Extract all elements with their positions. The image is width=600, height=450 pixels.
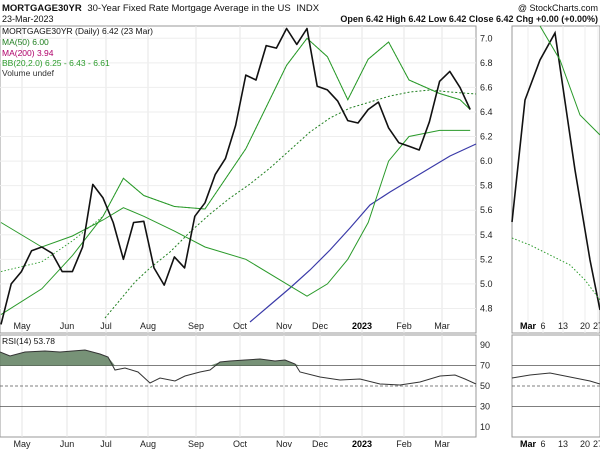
rsi-y-tick: 10 (480, 422, 490, 432)
header-date: 23-Mar-2023 (2, 14, 54, 24)
rsi-y-tick: 50 (480, 381, 490, 391)
price-x-tick: Dec (312, 321, 329, 331)
rsi-x-tick: Oct (233, 439, 248, 449)
header-description: 30-Year Fixed Rate Mortgage Average in t… (87, 3, 290, 14)
price-x-tick: Jul (100, 321, 112, 331)
price-panel (0, 25, 477, 334)
zoom-x-tick: 13 (558, 321, 568, 331)
price-y-tick: 6.6 (480, 82, 493, 92)
zoom-rsi-x-tick: Mar (520, 439, 537, 449)
price-plot (0, 27, 477, 325)
price-x-tick: Feb (396, 321, 412, 331)
copyright: @ StockCharts.com (518, 3, 598, 13)
price-y-tick: 5.8 (480, 181, 493, 191)
ma50-line (104, 89, 477, 319)
legend-ma50: MA(50) 6.00 (2, 37, 49, 47)
rsi-x-tick: Jun (60, 439, 75, 449)
price-y-tick: 6.0 (480, 156, 493, 166)
rsi-y-tick: 90 (480, 340, 490, 350)
rsi-y-tick: 30 (480, 401, 490, 411)
legend-volume: Volume undef (2, 68, 55, 78)
zoom-rsi-x-tick: 20 (580, 439, 590, 449)
header-ohlc: Open 6.42 High 6.42 Low 6.42 Close 6.42 … (340, 14, 598, 24)
zoom-x-tick: 20 (580, 321, 590, 331)
rsi-x-tick: Nov (276, 439, 293, 449)
price-x-tick: May (13, 321, 31, 331)
zoom-bb-upper (539, 25, 600, 136)
legend-bb: BB(20,2.0) 6.25 - 6.43 - 6.61 (2, 58, 110, 68)
ma200-line (249, 143, 477, 323)
price-x-tick: 2023 (352, 321, 372, 331)
legend-ma200: MA(200) 3.94 (2, 48, 54, 58)
price-x-tick: Mar (434, 321, 450, 331)
zoom-rsi-x-tick: 6 (540, 439, 545, 449)
zoom-bb-middle (511, 237, 600, 301)
rsi-x-tick: Dec (312, 439, 329, 449)
rsi-plot (0, 349, 477, 407)
zoom-rsi-panel (511, 334, 600, 438)
zoom-plot (511, 25, 600, 407)
rsi-x-tick: Jul (100, 439, 112, 449)
price-y-tick: 5.0 (480, 279, 493, 289)
header-exchange: INDX (296, 3, 319, 14)
rsi-y-tick: 70 (480, 361, 490, 371)
zoom-x-tick: 6 (540, 321, 545, 331)
price-x-tick: Aug (140, 321, 156, 331)
price-x-tick: Oct (233, 321, 248, 331)
zoom-rsi-x-tick: 27 (593, 439, 600, 449)
header-symbol-line: MORTGAGE30YR 30-Year Fixed Rate Mortgage… (2, 3, 320, 14)
price-line (0, 27, 471, 325)
zoom-price-panel (511, 25, 600, 334)
rsi-x-tick: Feb (396, 439, 412, 449)
price-x-tick: Nov (276, 321, 293, 331)
bb-lower-line (0, 129, 471, 297)
price-x-tick: Sep (188, 321, 204, 331)
rsi-line (0, 349, 477, 386)
price-y-tick: 4.8 (480, 303, 493, 313)
rsi-x-tick: Sep (188, 439, 204, 449)
zoom-x-tick: Mar (520, 321, 537, 331)
rsi-x-tick: Mar (434, 439, 450, 449)
price-y-tick: 6.8 (480, 58, 493, 68)
zoom-x-tick: 27 (593, 321, 600, 331)
price-y-tick: 5.4 (480, 230, 493, 240)
header-symbol: MORTGAGE30YR (2, 3, 82, 14)
price-y-tick: 5.6 (480, 205, 493, 215)
price-y-tick: 7.0 (480, 33, 493, 43)
rsi-x-tick: Aug (140, 439, 156, 449)
zoom-rsi-x-tick: 13 (558, 439, 568, 449)
legend-price: MORTGAGE30YR (Daily) 6.42 (23 Mar) (2, 26, 153, 36)
rsi-x-tick: May (13, 439, 31, 449)
price-y-tick: 6.4 (480, 107, 493, 117)
price-y-tick: 5.2 (480, 254, 493, 264)
zoom-rsi-line (511, 372, 600, 385)
price-y-tick: 6.2 (480, 132, 493, 142)
rsi-label: RSI(14) 53.78 (2, 336, 55, 346)
legend: MORTGAGE30YR (Daily) 6.42 (23 Mar) MA(50… (2, 26, 153, 78)
axis-labels: 7.0 6.8 6.6 6.4 6.2 6.0 5.8 5.6 5.4 5.2 5.0 4.8 May M… (13, 33, 600, 449)
zoom-price-line (511, 30, 600, 311)
bb-middle-line (0, 37, 471, 273)
rsi-x-tick: 2023 (352, 439, 372, 449)
price-x-tick: Jun (60, 321, 75, 331)
